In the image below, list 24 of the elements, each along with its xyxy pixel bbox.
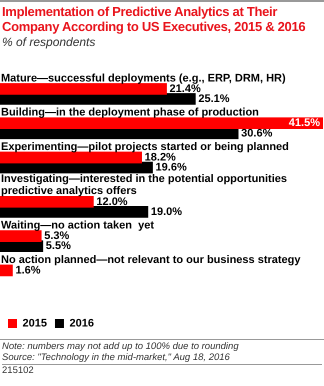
data-label: 5.5%	[46, 240, 72, 252]
data-label: 12.0%	[96, 196, 128, 208]
y-tick-label: Investigating—interested in the potential opportunities predictive analytics offers	[1, 173, 288, 198]
data-label: 19.6%	[156, 162, 187, 174]
data-label: 18.2%	[144, 152, 176, 164]
y-tick-label: Building—in the deployment phase of production	[1, 106, 260, 119]
y-tick-label: No action planned—not relevant to our business strategy	[1, 254, 302, 266]
text: 215102	[2, 364, 322, 376]
data-label: 19.0%	[150, 206, 182, 218]
y-tick-label: Waiting—no action taken yet	[1, 220, 154, 232]
data-label: 5.3%	[44, 230, 70, 242]
legend-label: 2015	[22, 318, 47, 330]
y-tick-label: Experimenting—pilot projects started or being planned	[1, 140, 289, 153]
chart-title: Implementation of Predictive Analytics at Their Company According to US Executives, 2015 & 2016	[1, 3, 306, 34]
text: Note: numbers may not add up to 100% due to rounding	[2, 341, 240, 352]
y-tick-label: Mature—successful deployments (e.g., ERP, DRM, HR)	[1, 72, 286, 84]
source-note: Source: "Technology in the mid-market," Aug 18, 2016	[2, 352, 231, 363]
chart-subtitle: % of respondents	[1, 34, 96, 49]
data-label: 1.6%	[15, 264, 41, 276]
data-label: 21.4%	[170, 82, 201, 95]
data-label: 41.5%	[288, 117, 320, 130]
legend-label: 2016	[69, 318, 94, 330]
data-label: 25.1%	[198, 92, 230, 105]
data-label: 30.6%	[241, 127, 273, 140]
